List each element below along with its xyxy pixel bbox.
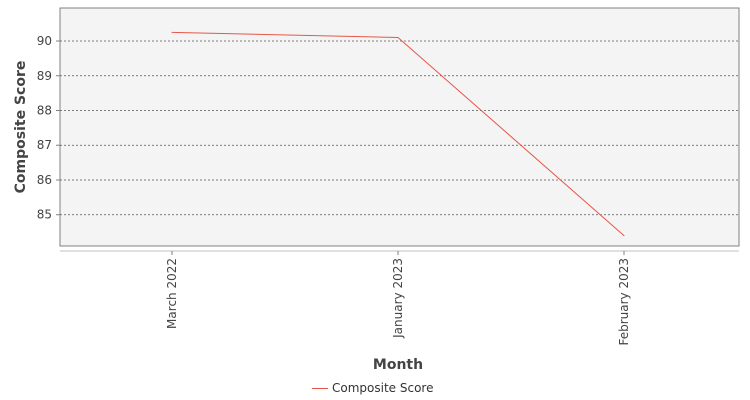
y-tick-label: 87 — [37, 138, 52, 152]
plot-area — [59, 7, 740, 247]
y-tick-label: 90 — [37, 34, 52, 48]
x-axis-label: Month — [373, 357, 423, 373]
series-group — [171, 31, 625, 237]
y-axis-label: Composite Score — [13, 61, 29, 194]
y-tick-label: 86 — [37, 173, 52, 187]
y-tick-label: 89 — [37, 69, 52, 83]
gridlines — [60, 40, 739, 216]
data-point — [171, 31, 173, 33]
y-tick-label: 85 — [37, 208, 52, 222]
data-point — [623, 235, 625, 237]
x-tick-label: March 2022 — [165, 258, 179, 329]
x-axis-ticks: March 2022 January 2023 February 2023 — [60, 250, 739, 346]
x-tick-label: February 2023 — [617, 258, 631, 346]
legend: Composite Score — [312, 380, 433, 396]
data-point — [397, 37, 399, 39]
legend-label: Composite Score — [332, 381, 434, 395]
x-tick-label: January 2023 — [391, 258, 405, 339]
y-axis-ticks: 85 86 87 88 89 90 — [37, 34, 60, 222]
legend-line-swatch — [312, 387, 328, 389]
y-tick-label: 88 — [37, 103, 52, 117]
